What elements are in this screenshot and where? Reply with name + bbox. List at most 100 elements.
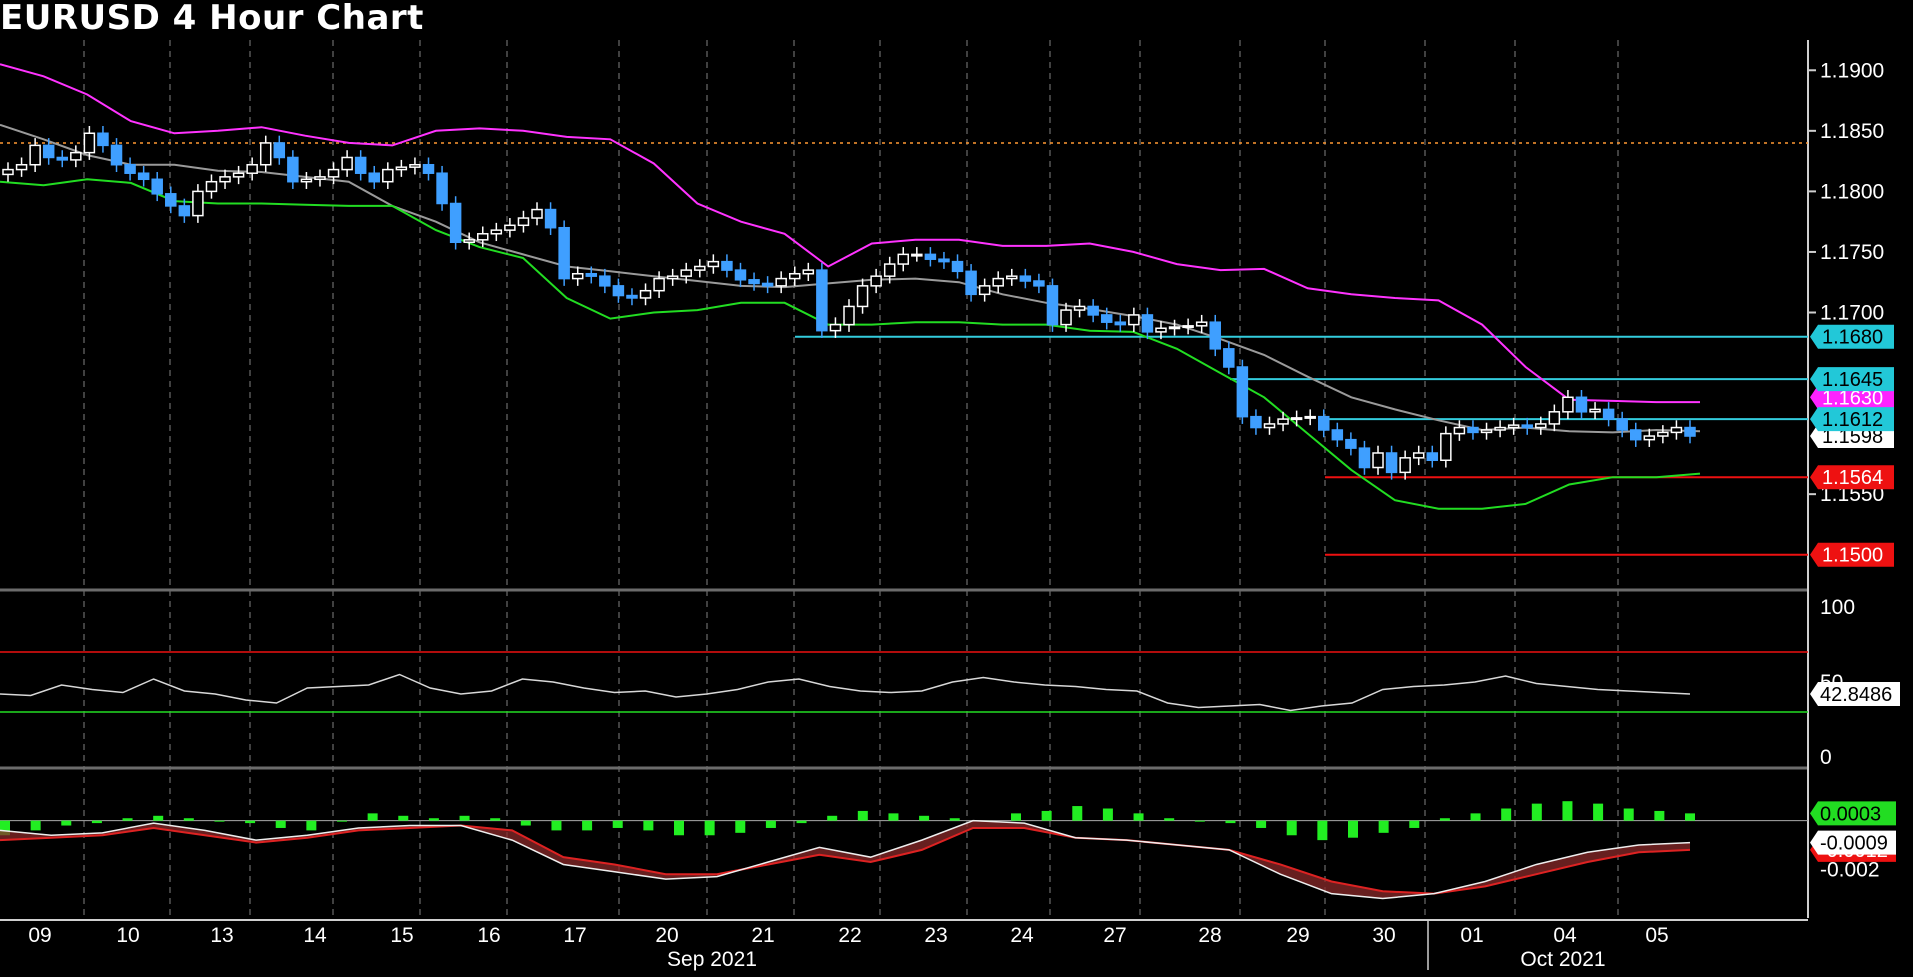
candle-up: [1589, 408, 1601, 413]
candle-up: [829, 323, 842, 332]
candle-up: [1562, 396, 1574, 413]
candle-up: [1480, 429, 1493, 434]
candle-up: [70, 151, 82, 161]
candle-up: [1006, 275, 1018, 280]
candle-up: [978, 285, 991, 296]
candle-down: [1100, 314, 1113, 323]
candle-down: [449, 202, 462, 244]
chart-title: EURUSD 4 Hour Chart: [0, 0, 424, 38]
macd-histogram-bar: [61, 820, 72, 826]
candle-up: [680, 269, 692, 277]
candle-up: [1182, 325, 1194, 329]
candle-up: [1304, 415, 1316, 419]
x-tick-label: 28: [1198, 924, 1221, 947]
candle-up: [490, 229, 503, 235]
y-tick-label: 1.1800: [1820, 180, 1884, 203]
rsi-y-tick-label: 0: [1820, 746, 1832, 769]
candle-down: [1223, 348, 1235, 368]
candle-down: [951, 260, 964, 273]
macd-histogram-bar: [245, 820, 256, 824]
macd-histogram-bar: [30, 820, 41, 831]
candle-up: [517, 217, 530, 227]
macd-histogram-bar: [1562, 801, 1573, 821]
macd-histogram-bar: [398, 815, 409, 821]
macd-histogram-bar: [735, 820, 746, 833]
candle-up: [2, 168, 14, 176]
candle-up: [327, 168, 340, 178]
candle-down: [110, 144, 123, 166]
candle-down: [368, 172, 380, 183]
candle-down: [1236, 366, 1249, 418]
candle-up: [1440, 432, 1452, 462]
candle-up: [694, 265, 706, 271]
candle-down: [1602, 408, 1615, 420]
candle-down: [422, 163, 435, 174]
candle-down: [165, 193, 177, 207]
x-tick-label: 04: [1553, 924, 1577, 947]
candle-up: [395, 166, 408, 171]
candle-up: [639, 289, 652, 299]
candle-up: [1399, 457, 1411, 474]
candle-down: [1521, 424, 1533, 429]
candle-down: [734, 269, 747, 281]
candle-up: [1263, 423, 1276, 429]
macd-histogram-bar: [1593, 803, 1604, 821]
candle-down: [178, 205, 191, 217]
y-tick-label: 1.1750: [1820, 241, 1884, 264]
candle-down: [1033, 280, 1045, 287]
candle-up: [477, 233, 489, 241]
bollinger-upper-line: [0, 63, 1700, 404]
candle-down: [1114, 321, 1127, 326]
macd-histogram-bar: [1501, 808, 1512, 821]
candle-down: [354, 156, 367, 174]
candle-down: [436, 172, 448, 205]
candle-down: [924, 253, 937, 260]
bollinger-middle-line: [0, 123, 1701, 434]
candle-down: [124, 163, 136, 174]
macd-histogram-bar: [1286, 820, 1297, 836]
rsi-value-tag: 42.8486: [1820, 684, 1892, 706]
candle-down: [1616, 418, 1628, 431]
candle-up: [1060, 309, 1072, 326]
macd-histogram-bar: [1439, 818, 1450, 821]
candle-down: [761, 282, 774, 287]
level-tag: 1.1612: [1822, 409, 1883, 431]
macd-histogram-bar: [337, 820, 347, 822]
x-tick-label: 24: [1010, 924, 1034, 947]
y-tick-label: 1.1850: [1820, 120, 1884, 143]
macd-line: [0, 819, 1691, 900]
month-label: Oct 2021: [1520, 948, 1605, 971]
macd-histogram-bar: [214, 820, 225, 822]
macd-histogram-bar: [1654, 810, 1665, 821]
candle-down: [1385, 452, 1398, 474]
macd-histogram-bar: [1409, 820, 1420, 828]
macd-value-tag: -0.0009: [1820, 833, 1888, 855]
candle-down: [1250, 415, 1262, 429]
x-tick-label: 22: [838, 924, 861, 947]
x-tick-label: 29: [1286, 924, 1309, 947]
candle-up: [653, 277, 665, 292]
candle-down: [1318, 415, 1330, 431]
candle-down: [56, 156, 69, 161]
candle-down: [1426, 452, 1439, 462]
candle-down: [137, 172, 150, 181]
candle-down: [1087, 305, 1099, 316]
candle-down: [1345, 438, 1357, 449]
candle-up: [1372, 452, 1384, 469]
candle-down: [1046, 285, 1059, 326]
candle-down: [938, 258, 950, 263]
candle-up: [409, 163, 421, 168]
macd-histogram-bar: [674, 820, 684, 836]
macd-histogram-bar: [1317, 820, 1328, 841]
candle-up: [992, 277, 1004, 287]
macd-y-tick-label: -0.002: [1820, 858, 1880, 881]
macd-histogram-bar: [490, 818, 501, 821]
candle-up: [246, 163, 258, 174]
candle-up: [707, 260, 720, 268]
candle-up: [83, 132, 96, 154]
macd-histogram-bar: [1531, 803, 1542, 821]
macd-histogram-bar: [1041, 810, 1052, 821]
candle-up: [1548, 411, 1561, 425]
x-tick-label: 13: [210, 924, 233, 947]
